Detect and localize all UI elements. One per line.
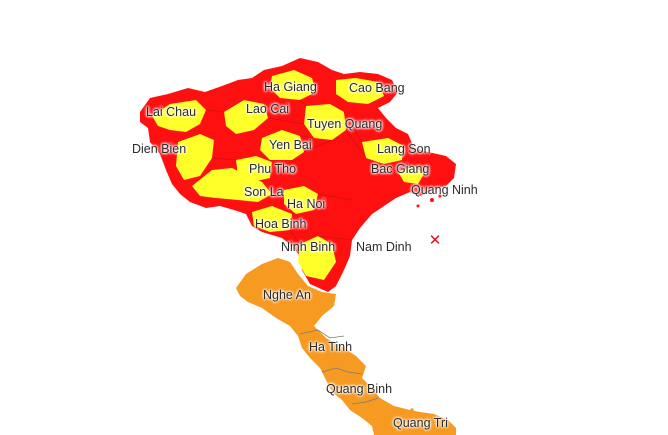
islands [416, 194, 442, 208]
cao-bang-area [336, 78, 384, 104]
lang-son-area [362, 138, 404, 164]
ha-noi-area [284, 186, 318, 214]
central-borders [299, 329, 379, 405]
label-tuyen-quang: Tuyen Quang [307, 117, 383, 131]
quang-ninh-area [398, 166, 424, 184]
phu-tho-area [236, 156, 272, 182]
label-cao-bang: Cao Bang [349, 81, 405, 95]
label-bac-giang: Bac Giang [371, 162, 430, 176]
label-quang-ninh: Quang Ninh [411, 183, 478, 197]
ninh-binh-area [298, 236, 336, 280]
label-ha-giang: Ha Giang [264, 80, 317, 94]
son-la-area [192, 168, 272, 202]
label-lai-chau: Lai Chau [146, 105, 197, 119]
label-phu-tho: Phu Tho [249, 162, 297, 176]
tuyen-quang-area [304, 104, 346, 140]
label-hoa-binh: Hoa Binh [255, 217, 307, 231]
label-son-la: Son La [244, 185, 284, 199]
label-quang-binh: Quang Binh [326, 382, 393, 396]
label-ninh-binh: Ninh Binh [281, 240, 336, 254]
islands-orange [410, 408, 414, 412]
lai-chau-area [152, 100, 206, 132]
label-lao-cai: Lao Cai [246, 102, 290, 116]
ha-giang-area [270, 70, 316, 100]
label-ha-noi: Ha Noi [287, 197, 326, 211]
lao-cai-area [224, 100, 268, 134]
central-region-orange [236, 258, 456, 435]
label-nam-dinh: Nam Dinh [356, 240, 412, 254]
close-marker-icon[interactable]: ✕ [428, 232, 442, 249]
label-ha-tinh: Ha Tinh [309, 340, 353, 354]
north-region-red [140, 58, 456, 292]
dien-bien-area [176, 134, 214, 180]
hoa-binh-area [252, 206, 292, 232]
label-dien-bien: Dien Bien [132, 142, 187, 156]
north-borders [205, 99, 399, 245]
yen-bai-area [260, 130, 304, 160]
label-nghe-an: Nghe An [263, 288, 311, 302]
label-yen-bai: Yen Bai [269, 138, 312, 152]
label-lang-son: Lang Son [377, 142, 431, 156]
label-quang-tri: Quang Tri [393, 416, 448, 430]
